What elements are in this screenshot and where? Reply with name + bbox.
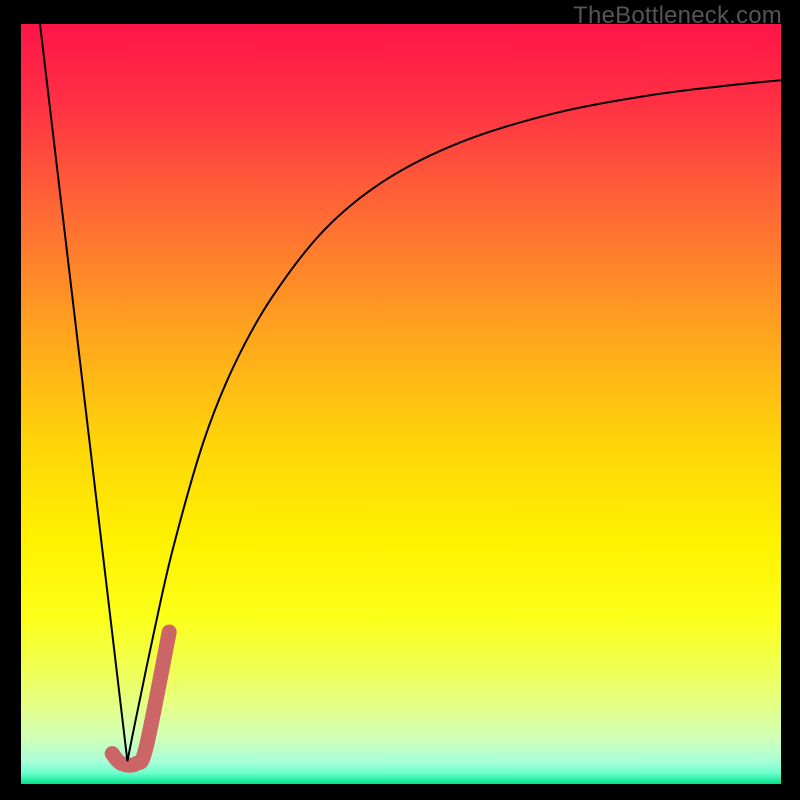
chart-frame: TheBottleneck.com: [0, 0, 800, 800]
descending-line-path: [40, 24, 127, 761]
ascending-curve-path: [127, 80, 781, 761]
watermark-text: TheBottleneck.com: [573, 2, 782, 30]
plot-area: [21, 24, 781, 784]
curve-layer: [21, 24, 781, 784]
